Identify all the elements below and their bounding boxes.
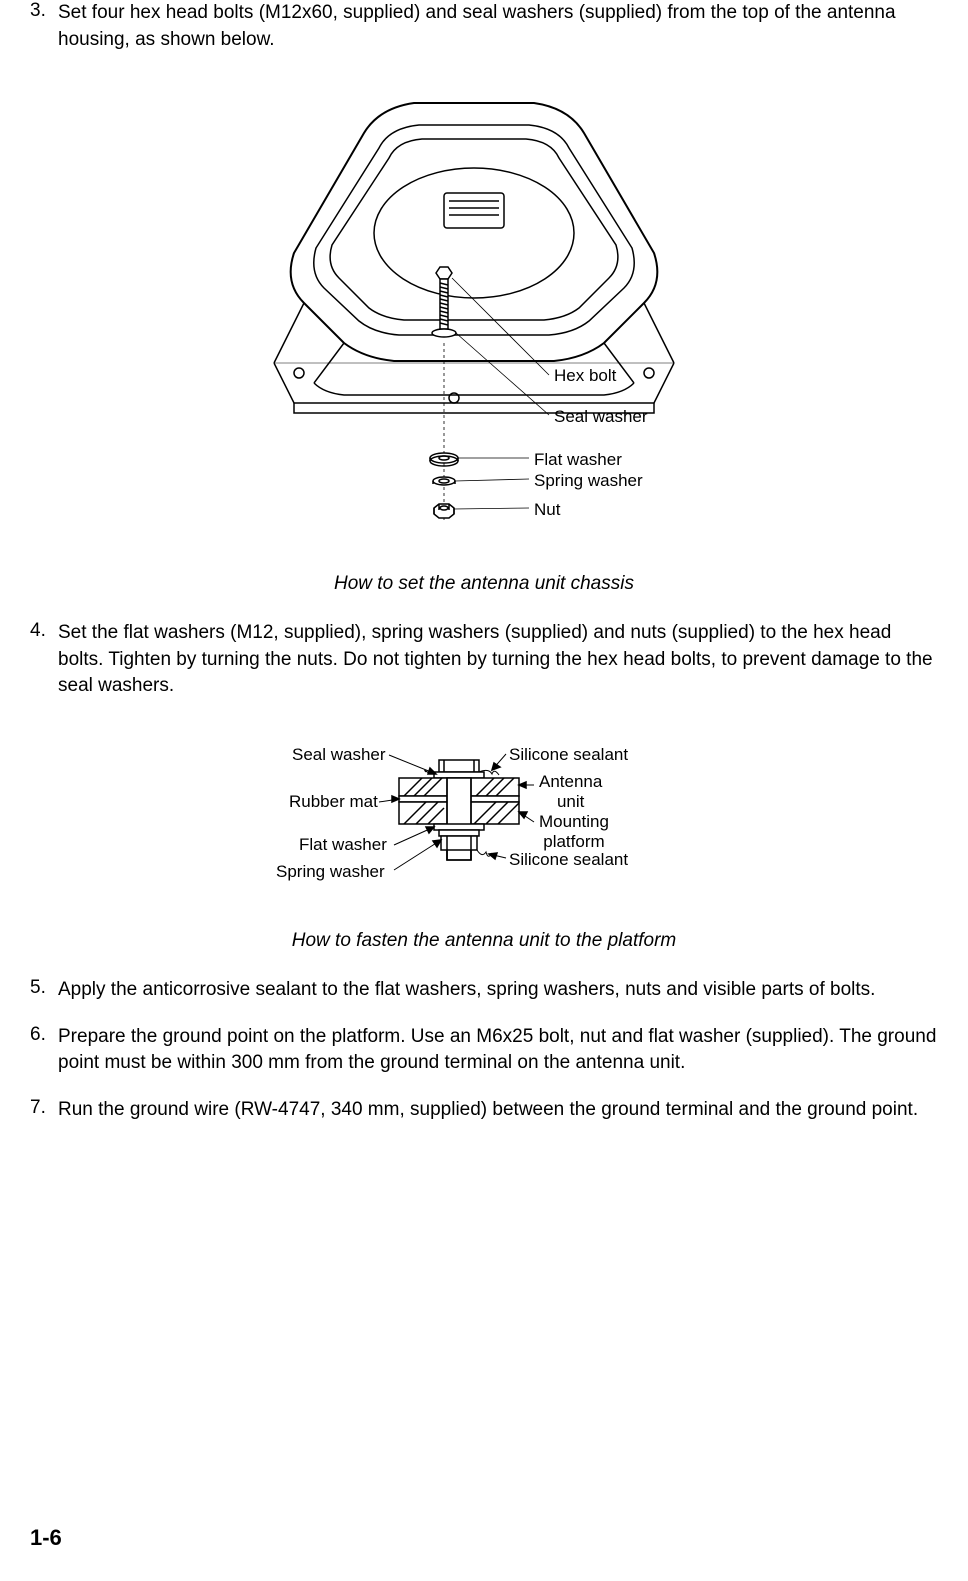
- item-text: Apply the anticorrosive sealant to the f…: [58, 977, 938, 1004]
- item-number: 7.: [30, 1097, 58, 1124]
- item-number: 5.: [30, 977, 58, 1004]
- list-item-5: 5. Apply the anticorrosive sealant to th…: [30, 977, 938, 1004]
- mounting-line2: platform: [543, 832, 604, 851]
- antenna-chassis-diagram: Hex bolt Seal washer Flat washer Spring …: [244, 93, 724, 553]
- hexbolt-label: Hex bolt: [554, 366, 616, 386]
- d2-mounting-label: Mounting platform: [539, 812, 609, 853]
- flatwasher-label: Flat washer: [534, 450, 622, 470]
- mounting-line1: Mounting: [539, 812, 609, 831]
- d2-flatwasher-label: Flat washer: [299, 835, 387, 855]
- chassis-svg: [244, 93, 724, 553]
- list-item-7: 7. Run the ground wire (RW-4747, 340 mm,…: [30, 1097, 938, 1124]
- list-item-3: 3. Set four hex head bolts (M12x60, supp…: [30, 0, 938, 53]
- list-item-6: 6. Prepare the ground point on the platf…: [30, 1024, 938, 1077]
- nut-label: Nut: [534, 500, 560, 520]
- fasten-diagram: Seal washer Rubber mat Flat washer Sprin…: [244, 730, 724, 910]
- d2-sealwasher-label: Seal washer: [292, 745, 386, 765]
- d2-silicone2-label: Silicone sealant: [509, 850, 628, 870]
- item-number: 4.: [30, 620, 58, 700]
- item-text: Set four hex head bolts (M12x60, supplie…: [58, 0, 938, 53]
- figure-2-caption: How to fasten the antenna unit to the pl…: [30, 930, 938, 952]
- item-text: Set the flat washers (M12, supplied), sp…: [58, 620, 938, 700]
- springwasher-label: Spring washer: [534, 471, 643, 491]
- figure-2-container: Seal washer Rubber mat Flat washer Sprin…: [30, 730, 938, 910]
- list-item-4: 4. Set the flat washers (M12, supplied),…: [30, 620, 938, 700]
- antenna-line1: Antenna: [539, 772, 602, 791]
- d2-rubbermat-label: Rubber mat: [289, 792, 378, 812]
- figure-1-caption: How to set the antenna unit chassis: [30, 573, 938, 595]
- sealwasher-label: Seal washer: [554, 407, 648, 427]
- page-number: 1-6: [30, 1525, 62, 1551]
- d2-silicone1-label: Silicone sealant: [509, 745, 628, 765]
- item-text: Run the ground wire (RW-4747, 340 mm, su…: [58, 1097, 938, 1124]
- item-text: Prepare the ground point on the platform…: [58, 1024, 938, 1077]
- item-number: 6.: [30, 1024, 58, 1077]
- item-number: 3.: [30, 0, 58, 53]
- d2-springwasher-label: Spring washer: [276, 862, 385, 882]
- figure-1-container: Hex bolt Seal washer Flat washer Spring …: [30, 93, 938, 553]
- d2-antenna-label: Antenna unit: [539, 772, 602, 813]
- antenna-line2: unit: [557, 792, 584, 811]
